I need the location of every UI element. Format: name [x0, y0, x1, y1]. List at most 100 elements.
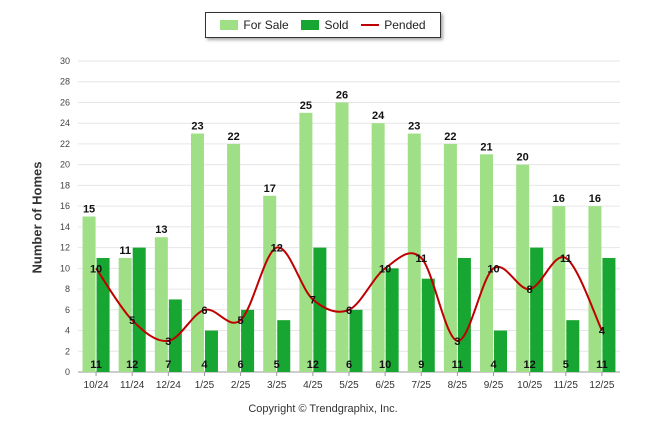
y-tick-label: 24 — [60, 118, 70, 128]
data-label-pended: 5 — [238, 315, 244, 327]
data-label-for-sale: 23 — [191, 121, 203, 133]
y-tick-label: 14 — [60, 222, 70, 232]
x-tick-label: 7/25 — [412, 380, 432, 391]
bar-for-sale — [480, 154, 494, 372]
bar-sold — [494, 330, 508, 372]
data-label-pended: 10 — [487, 263, 499, 275]
bar-sold — [132, 247, 146, 372]
y-tick-label: 26 — [60, 97, 70, 107]
y-tick-label: 18 — [60, 180, 70, 190]
bar-for-sale — [516, 164, 530, 372]
data-label-sold: 9 — [418, 359, 424, 371]
x-tick-label: 10/25 — [517, 380, 542, 391]
data-label-pended: 8 — [527, 284, 533, 296]
data-label-pended: 7 — [310, 294, 316, 306]
y-tick-label: 30 — [60, 56, 70, 66]
legend-item-for-sale[interactable]: For Sale — [220, 18, 289, 32]
data-label-pended: 11 — [415, 253, 427, 265]
data-label-pended: 4 — [599, 326, 606, 338]
data-label-pended: 10 — [90, 263, 102, 275]
data-label-pended: 12 — [271, 243, 283, 255]
data-label-sold: 6 — [346, 359, 352, 371]
data-label-for-sale: 22 — [444, 131, 456, 143]
data-label-for-sale: 25 — [300, 100, 312, 112]
bar-sold — [421, 278, 435, 372]
bar-sold — [96, 257, 110, 372]
bar-sold — [241, 309, 255, 372]
bar-for-sale — [371, 123, 385, 372]
bar-for-sale — [190, 133, 204, 372]
data-label-pended: 6 — [346, 305, 352, 317]
y-tick-label: 0 — [65, 367, 70, 377]
x-tick-label: 4/25 — [303, 380, 323, 391]
line-pended — [95, 246, 603, 343]
x-tick-label: 1/25 — [195, 380, 215, 391]
x-tick-label: 8/25 — [448, 380, 468, 391]
copyright-text: Copyright © Trendgraphix, Inc. — [248, 403, 398, 415]
legend-swatch-sold — [301, 20, 320, 30]
data-label-for-sale: 15 — [83, 204, 95, 216]
data-label-for-sale: 11 — [119, 245, 131, 257]
bar-for-sale — [118, 257, 132, 372]
x-tick-label: 9/25 — [484, 380, 504, 391]
bar-sold — [168, 299, 182, 372]
data-label-for-sale: 16 — [589, 193, 601, 205]
bar-sold — [457, 257, 471, 372]
bar-sold — [313, 247, 327, 372]
legend: For Sale Sold Pended — [205, 12, 441, 38]
legend-label-pended: Pended — [384, 18, 426, 32]
y-tick-label: 28 — [60, 77, 70, 87]
data-label-sold: 12 — [126, 359, 138, 371]
bar-sold — [530, 247, 544, 372]
data-label-pended: 6 — [201, 305, 207, 317]
data-label-sold: 4 — [490, 359, 497, 371]
data-label-sold: 11 — [596, 359, 608, 371]
legend-label-for-sale: For Sale — [243, 18, 289, 32]
bar-for-sale — [335, 102, 349, 372]
data-label-pended: 3 — [454, 336, 460, 348]
x-tick-label: 5/25 — [339, 380, 359, 391]
y-tick-label: 4 — [65, 326, 70, 336]
legend-swatch-for-sale — [220, 20, 239, 30]
data-label-sold: 5 — [563, 359, 569, 371]
legend-label-sold: Sold — [324, 18, 349, 32]
bar-for-sale — [588, 206, 602, 372]
data-label-sold: 7 — [165, 359, 171, 371]
y-axis-title: Number of Homes — [29, 161, 45, 274]
y-tick-label: 8 — [65, 284, 70, 294]
bar-for-sale — [263, 195, 277, 372]
data-label-sold: 5 — [274, 359, 280, 371]
legend-swatch-pended — [361, 24, 380, 26]
x-tick-label: 2/25 — [231, 380, 251, 391]
bar-sold — [277, 320, 291, 372]
y-tick-label: 10 — [60, 263, 70, 273]
data-label-sold: 11 — [452, 359, 464, 371]
data-label-for-sale: 20 — [517, 152, 529, 164]
data-label-for-sale: 24 — [372, 110, 385, 122]
bar-sold — [602, 257, 616, 372]
legend-item-pended[interactable]: Pended — [361, 18, 426, 32]
x-tick-label: 11/25 — [554, 380, 579, 391]
y-tick-label: 2 — [65, 346, 70, 356]
x-tick-label: 10/24 — [84, 380, 109, 391]
data-label-pended: 5 — [129, 315, 135, 327]
data-label-for-sale: 13 — [155, 224, 167, 236]
x-tick-label: 3/25 — [267, 380, 287, 391]
data-label-for-sale: 21 — [480, 141, 492, 153]
legend-item-sold[interactable]: Sold — [301, 18, 348, 32]
data-label-for-sale: 26 — [336, 89, 348, 101]
bar-for-sale — [552, 206, 566, 372]
bar-sold — [349, 309, 363, 372]
x-tick-label: 6/25 — [375, 380, 395, 391]
bar-sold — [204, 330, 218, 372]
y-tick-label: 20 — [60, 160, 70, 170]
data-label-sold: 10 — [379, 359, 391, 371]
bar-sold — [385, 268, 399, 372]
data-label-pended: 11 — [560, 253, 572, 265]
data-label-sold: 12 — [524, 359, 536, 371]
y-tick-label: 12 — [60, 243, 70, 253]
x-tick-label: 12/24 — [156, 380, 181, 391]
bar-for-sale — [299, 112, 313, 372]
bar-for-sale — [227, 143, 241, 372]
